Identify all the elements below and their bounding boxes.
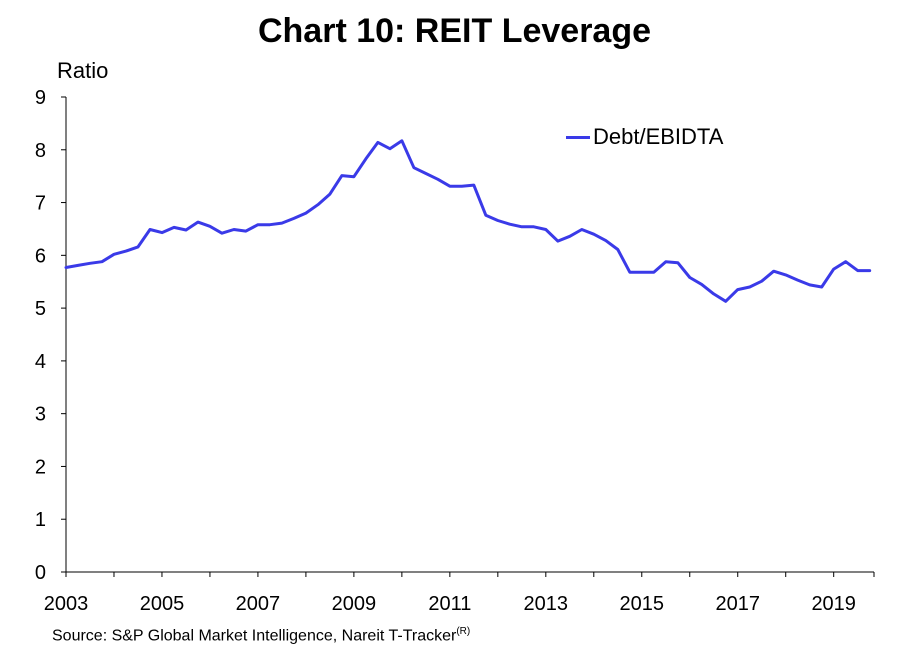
y-tick-label: 0 xyxy=(35,562,46,584)
x-axis-ticks: 2003 2005 2007 2009 2011 2013 2015 2017 2019 xyxy=(44,572,875,615)
y-tick-label: 7 xyxy=(35,193,46,215)
x-tick-label: 2003 xyxy=(44,593,89,615)
y-tick-label: 1 xyxy=(35,509,46,531)
legend: Debt/EBIDTA xyxy=(566,124,723,150)
x-tick-label: 2017 xyxy=(715,593,760,615)
chart-axes xyxy=(65,97,874,573)
y-axis-label: Ratio xyxy=(57,58,109,83)
legend-label: Debt/EBIDTA xyxy=(593,124,724,149)
y-tick-label: 2 xyxy=(35,456,46,478)
x-tick-label: 2013 xyxy=(524,593,569,615)
x-tick-label: 2015 xyxy=(620,593,665,615)
y-tick-label: 3 xyxy=(35,404,46,426)
y-tick-label: 9 xyxy=(35,87,46,109)
source-note: Source: S&P Global Market Intelligence, … xyxy=(52,626,470,645)
chart-title: Chart 10: REIT Leverage xyxy=(257,12,652,50)
series-line-debt-ebidta xyxy=(64,139,872,303)
y-tick-label: 5 xyxy=(35,298,46,320)
x-tick-label: 2005 xyxy=(140,593,185,615)
series-layer xyxy=(64,139,872,303)
y-tick-label: 8 xyxy=(35,140,46,162)
x-tick-label: 2019 xyxy=(811,593,856,615)
y-tick-label: 6 xyxy=(35,245,46,267)
y-axis-ticks: 0 1 2 3 4 5 6 7 8 9 xyxy=(35,87,66,584)
source-superscript: (R) xyxy=(456,626,471,637)
x-tick-label: 2007 xyxy=(236,593,281,615)
source-text: Source: S&P Global Market Intelligence, … xyxy=(52,627,457,645)
legend-swatch xyxy=(566,135,590,139)
y-tick-label: 4 xyxy=(35,351,46,373)
x-tick-label: 2009 xyxy=(332,593,377,615)
x-tick-label: 2011 xyxy=(428,593,471,615)
